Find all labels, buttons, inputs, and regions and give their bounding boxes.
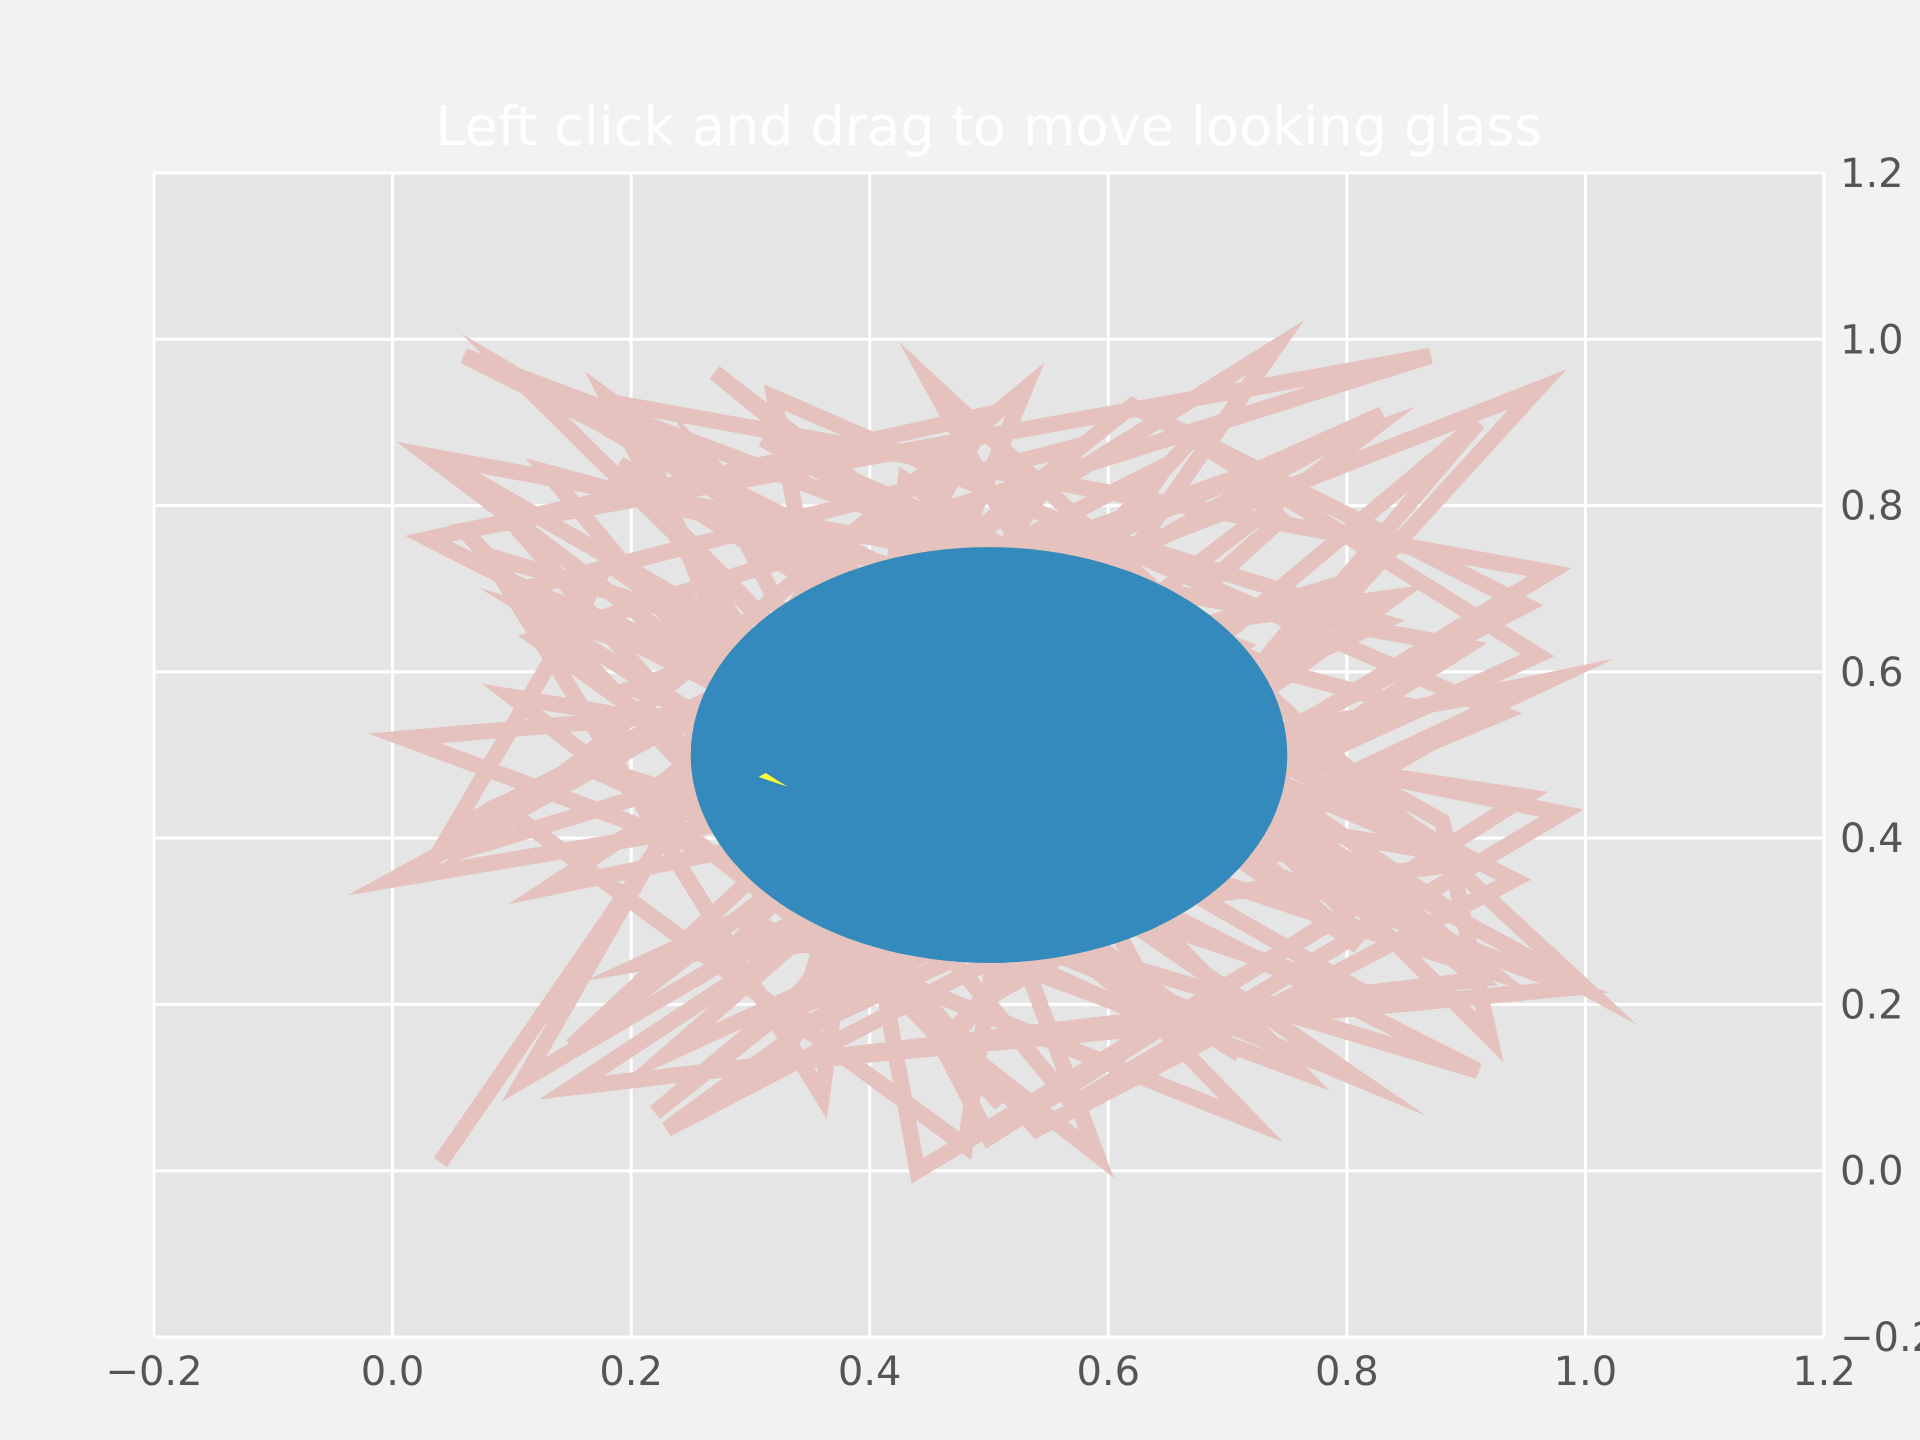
x-tick-label-2: 0.2	[599, 1349, 663, 1395]
y-tick-label-4: 0.6	[1840, 650, 1904, 696]
x-tick-label-7: 1.2	[1792, 1349, 1856, 1395]
x-tick-label-1: 0.0	[361, 1349, 425, 1395]
y-tick-label-3: 0.4	[1840, 816, 1904, 862]
x-tick-label-3: 0.4	[838, 1349, 902, 1395]
y-tick-label-7: 1.2	[1840, 151, 1904, 197]
x-tick-label-6: 1.0	[1554, 1349, 1618, 1395]
y-axis-ticks: −0.2 0.0 0.2 0.4 0.6 0.8 1.0 1.2	[1840, 151, 1920, 1361]
y-tick-label-5: 0.8	[1840, 484, 1904, 530]
chart-title: Left click and drag to move looking glas…	[435, 95, 1542, 158]
x-tick-label-4: 0.6	[1076, 1349, 1140, 1395]
y-tick-label-1: 0.0	[1840, 1149, 1904, 1195]
y-tick-label-6: 1.0	[1840, 317, 1904, 363]
y-tick-label-0: −0.2	[1840, 1315, 1920, 1361]
y-tick-label-2: 0.2	[1840, 982, 1904, 1028]
x-axis-ticks: −0.2 0.0 0.2 0.4 0.6 0.8 1.0 1.2	[105, 1349, 1855, 1395]
x-tick-label-0: −0.2	[105, 1349, 202, 1395]
x-tick-label-5: 0.8	[1315, 1349, 1379, 1395]
